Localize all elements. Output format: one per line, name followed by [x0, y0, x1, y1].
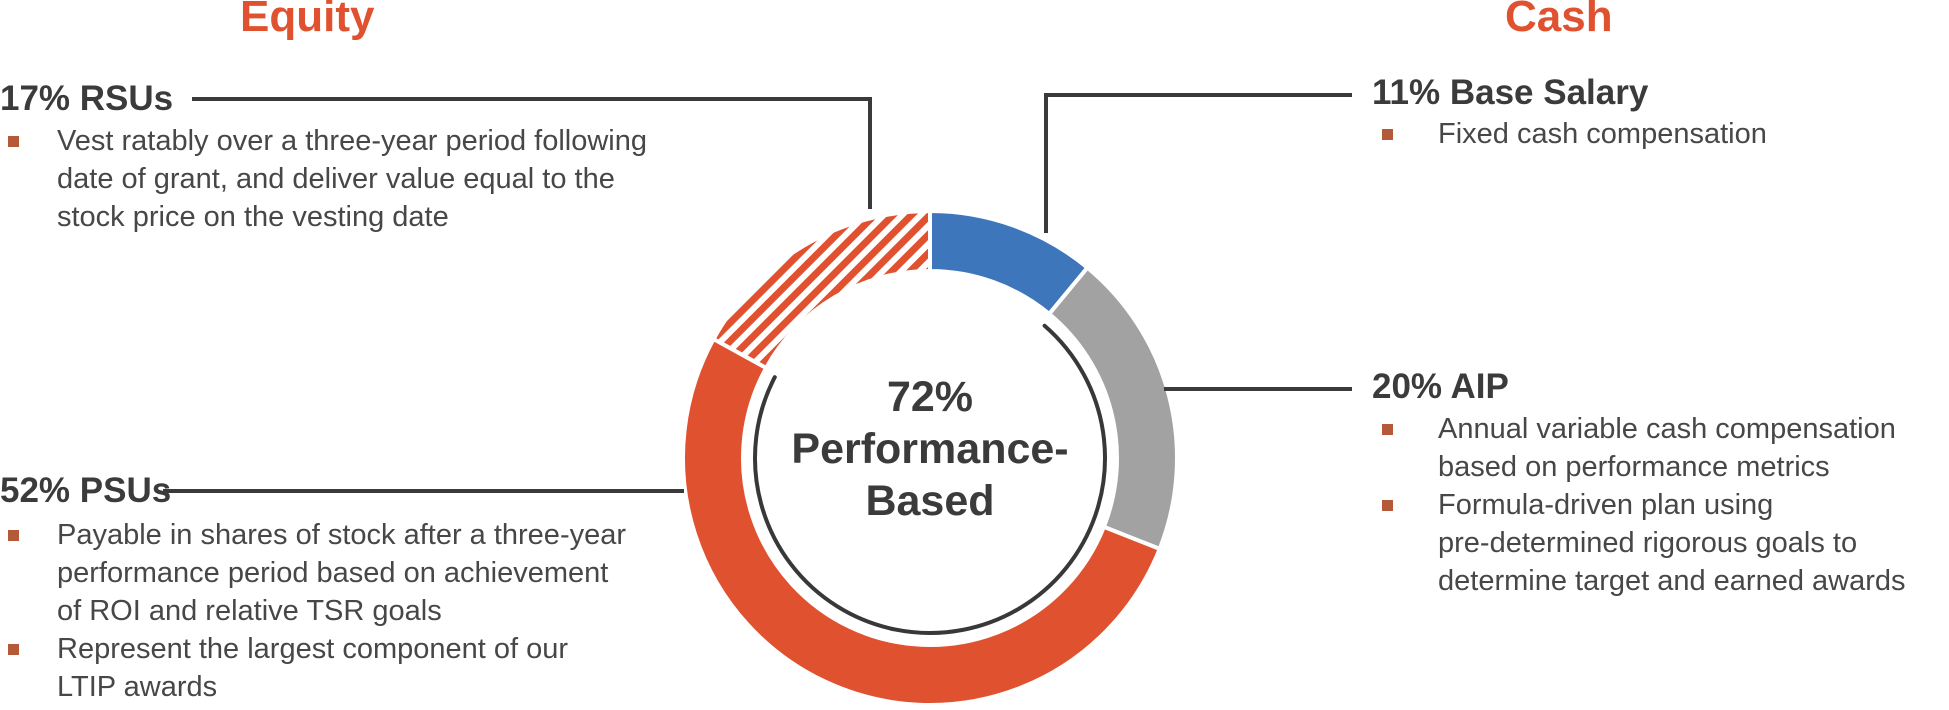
bullet-square-icon	[1382, 500, 1393, 511]
bullet-item: Represent the largest component of our L…	[0, 630, 760, 706]
aip-label: 20% AIP	[1372, 367, 1509, 406]
bullet-square-icon	[8, 644, 19, 655]
aip-bullet-list: Annual variable cash compensation based …	[1372, 410, 1949, 600]
bullet-square-icon	[8, 136, 19, 147]
rsus-label: 17% RSUs	[0, 79, 174, 118]
equity-header: Equity	[240, 0, 375, 41]
psus-label: 52% PSUs	[0, 471, 172, 510]
bullet-item: Annual variable cash compensation based …	[1372, 410, 1949, 486]
bullet-text: Fixed cash compensation	[1438, 118, 1767, 150]
bullet-square-icon	[1382, 129, 1393, 140]
rsus-bullet-list: Vest ratably over a three-year period fo…	[0, 122, 760, 236]
psus-bullet-list: Payable in shares of stock after a three…	[0, 516, 760, 706]
bullet-square-icon	[8, 530, 19, 541]
base-salary-bullet-list: Fixed cash compensation	[1372, 115, 1949, 153]
rsus-connector-line	[192, 97, 872, 209]
performance-based-arc	[753, 323, 1107, 635]
donut-segment-psus	[681, 336, 1163, 707]
bullet-text: Annual variable cash compensation based …	[1438, 413, 1896, 483]
base-salary-connector-line	[1044, 93, 1352, 233]
donut-segments	[681, 208, 1179, 707]
base-salary-label: 11% Base Salary	[1372, 73, 1649, 112]
cash-header: Cash	[1505, 0, 1613, 41]
bullet-text: Payable in shares of stock after a three…	[57, 519, 627, 627]
bullet-item: Formula-driven plan using pre-determined…	[1372, 486, 1949, 600]
bullet-item: Vest ratably over a three-year period fo…	[0, 122, 760, 236]
bullet-item: Payable in shares of stock after a three…	[0, 516, 760, 630]
bullet-text: Formula-driven plan using pre-determined…	[1438, 489, 1906, 597]
bullet-text: Represent the largest component of our L…	[57, 633, 569, 703]
bullet-square-icon	[1382, 424, 1393, 435]
bullet-item: Fixed cash compensation	[1372, 115, 1949, 153]
donut-center-label: 72% Performance- Based	[791, 373, 1069, 525]
donut-segment-rsus	[710, 208, 932, 371]
bullet-text: Vest ratably over a three-year period fo…	[57, 125, 647, 233]
